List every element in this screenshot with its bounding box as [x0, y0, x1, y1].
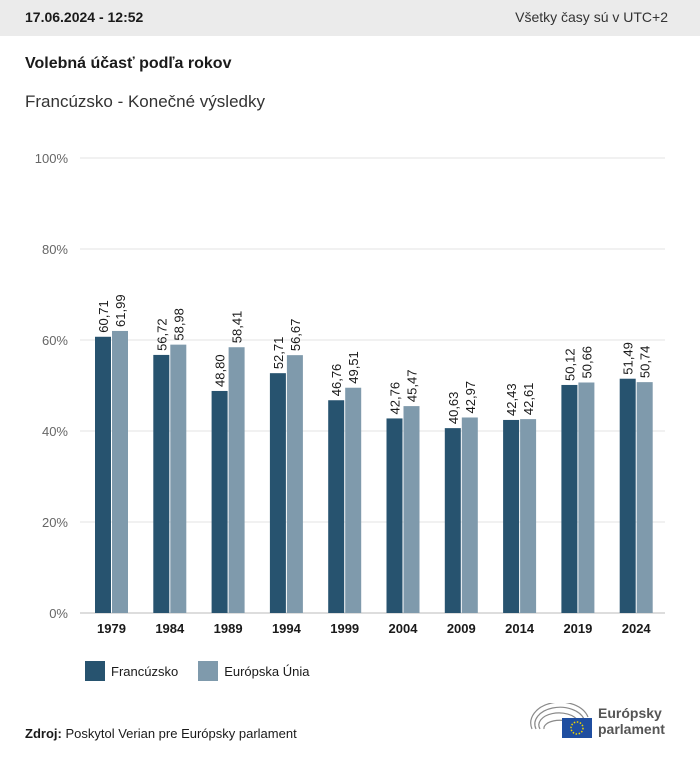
legend-label: Európska Únia	[224, 663, 310, 679]
data-label: 46,76	[329, 364, 344, 397]
bar-eu	[286, 355, 303, 613]
bar-france	[386, 418, 403, 613]
bar-france	[503, 419, 520, 613]
bar-eu	[403, 406, 420, 613]
y-tick-label: 0%	[49, 606, 68, 621]
data-label: 51,49	[621, 342, 636, 375]
bar-france	[269, 373, 286, 613]
bar-eu	[170, 344, 187, 613]
x-tick-label: 1979	[97, 621, 126, 636]
legend-item-france: Francúzsko	[85, 661, 178, 681]
data-label: 56,67	[288, 319, 303, 352]
x-tick-label: 2009	[447, 621, 476, 636]
data-label: 50,12	[562, 348, 577, 381]
x-tick-label: 2014	[505, 621, 535, 636]
data-label: 45,47	[405, 370, 420, 403]
bar-france	[444, 428, 461, 613]
legend-label: Francúzsko	[111, 663, 179, 679]
parliament-hemicycle-icon	[530, 703, 592, 738]
logo-text-line1: Európsky	[598, 705, 662, 721]
data-label: 48,80	[213, 354, 228, 387]
x-tick-label: 2019	[563, 621, 592, 636]
x-tick-label: 2004	[389, 621, 419, 636]
bar-eu	[228, 347, 245, 613]
legend-swatch	[85, 661, 105, 681]
data-label: 42,61	[521, 383, 536, 416]
bar-eu	[461, 417, 478, 613]
timezone-note: Všetky časy sú v UTC+2	[515, 9, 668, 25]
timestamp: 17.06.2024 - 12:52	[25, 9, 144, 25]
data-label: 52,71	[271, 337, 286, 370]
x-tick-label: 1994	[272, 621, 302, 636]
bar-france	[328, 400, 345, 613]
logo-text-line2: parlament	[598, 721, 665, 737]
source-label: Zdroj:	[25, 726, 62, 741]
bar-eu	[520, 419, 537, 613]
data-label: 50,74	[638, 346, 653, 379]
x-tick-label: 1984	[155, 621, 185, 636]
source-text: Poskytol Verian pre Európsky parlament	[65, 726, 297, 741]
bar-france	[561, 384, 578, 613]
bar-france	[211, 390, 228, 613]
y-tick-label: 40%	[42, 424, 68, 439]
data-label: 42,97	[463, 381, 478, 414]
data-label: 49,51	[346, 351, 361, 384]
legend: Francúzsko Európska Únia	[85, 661, 309, 681]
data-label: 42,76	[388, 382, 403, 415]
legend-swatch	[198, 661, 219, 681]
y-tick-label: 20%	[42, 515, 68, 530]
bar-france	[153, 354, 170, 613]
chart-subtitle: Francúzsko - Konečné výsledky	[25, 92, 265, 111]
y-tick-label: 60%	[42, 333, 68, 348]
top-bar: 17.06.2024 - 12:52 Všetky časy sú v UTC+…	[0, 0, 700, 36]
data-label: 61,99	[113, 294, 128, 327]
chart-title: Volebná účasť podľa rokov	[25, 55, 232, 72]
data-label: 58,41	[230, 311, 245, 344]
x-tick-label: 1999	[330, 621, 359, 636]
bar-eu	[578, 382, 595, 613]
bar-france	[95, 336, 111, 613]
data-label: 50,66	[579, 346, 594, 379]
source-note: Zdroj: Poskytol Verian pre Európsky parl…	[25, 726, 297, 741]
data-label: 40,63	[446, 392, 461, 425]
bar-eu	[112, 330, 128, 613]
data-label: 56,72	[154, 318, 169, 351]
bar-eu	[345, 387, 362, 613]
x-tick-label: 2024	[622, 621, 652, 636]
bar-france	[619, 378, 636, 613]
data-label: 58,98	[171, 308, 186, 341]
data-label: 60,71	[96, 300, 111, 333]
european-parliament-logo: Európsky parlament	[528, 703, 665, 739]
legend-item-eu: Európska Únia	[198, 661, 309, 681]
bar-eu	[636, 382, 653, 613]
x-tick-label: 1989	[214, 621, 243, 636]
data-label: 42,43	[504, 383, 519, 416]
y-tick-label: 100%	[35, 151, 69, 166]
y-tick-label: 80%	[42, 242, 68, 257]
